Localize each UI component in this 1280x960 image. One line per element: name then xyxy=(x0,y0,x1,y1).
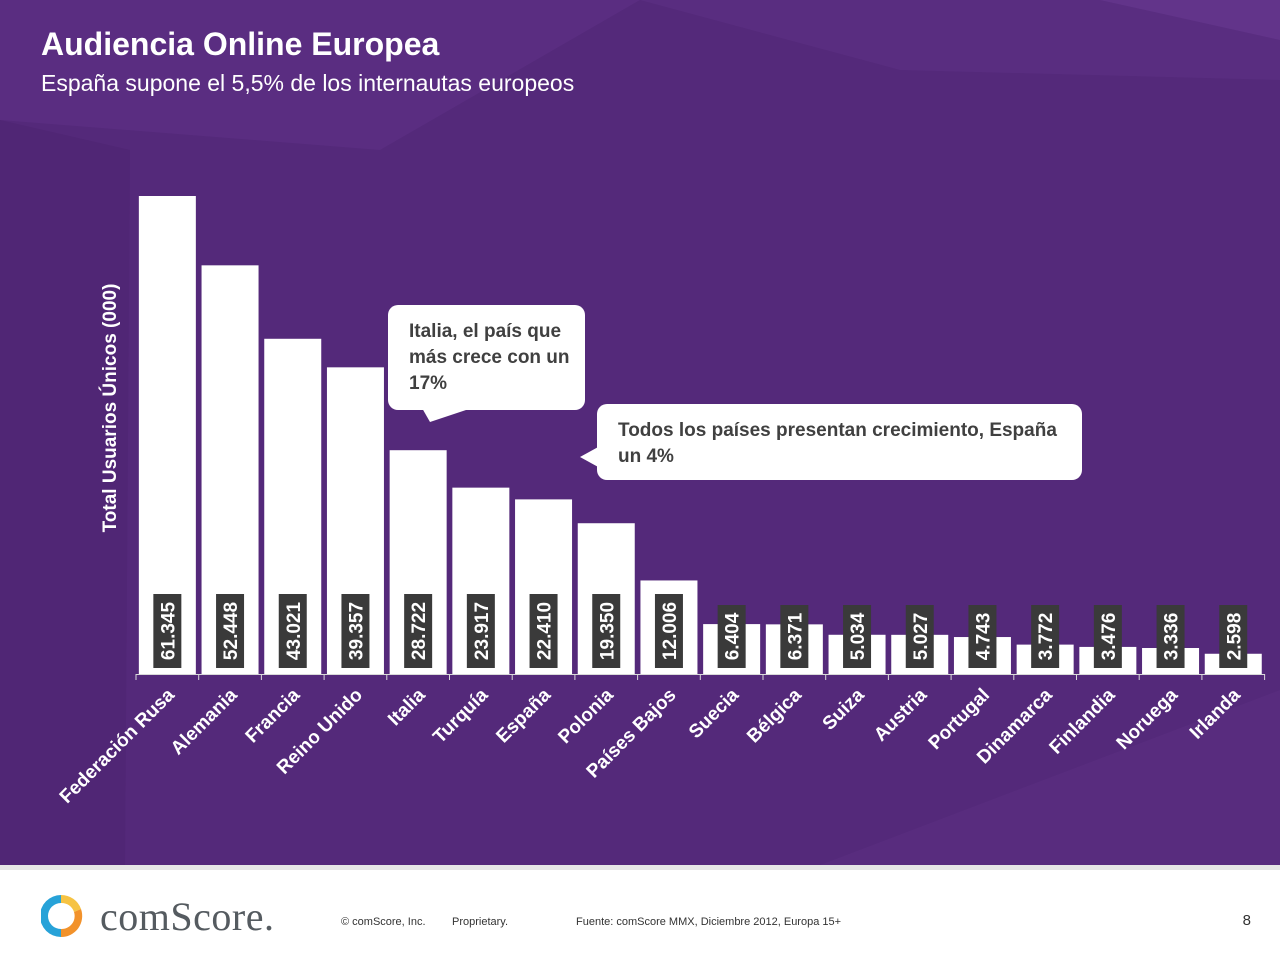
value-label-box xyxy=(780,605,809,668)
value-label-box xyxy=(466,594,495,668)
value-label: 2.598 xyxy=(1224,613,1245,661)
bar-chart: 61.345 52.448 43.021 39.357 28.722 23.917 22.4… xyxy=(56,196,1266,808)
value-label: 23.917 xyxy=(472,602,493,660)
callout-tails xyxy=(422,408,600,468)
comscore-logo-icon xyxy=(41,894,83,938)
value-label-box xyxy=(153,594,182,668)
value-label-box xyxy=(278,594,307,668)
value-label-box xyxy=(529,594,558,668)
value-label-box xyxy=(968,605,997,668)
value-label: 3.476 xyxy=(1099,613,1120,661)
value-label-box xyxy=(341,594,370,668)
background-shapes xyxy=(1100,0,1280,40)
value-label: 28.722 xyxy=(409,602,430,660)
value-label-box xyxy=(1156,605,1185,668)
brand-name: comScore. xyxy=(100,894,275,939)
value-label: 43.021 xyxy=(284,602,305,661)
value-label: 4.743 xyxy=(973,613,994,661)
value-label: 5.027 xyxy=(911,613,932,661)
value-label-box xyxy=(1219,605,1248,668)
value-label: 52.448 xyxy=(221,602,242,660)
value-label: 19.350 xyxy=(597,602,618,660)
value-label: 3.772 xyxy=(1036,613,1057,661)
x-axis-ticks xyxy=(135,674,1266,680)
value-label-box xyxy=(404,594,433,668)
slide-title: Audiencia Online Europea xyxy=(41,26,440,62)
value-label: 39.357 xyxy=(346,602,367,660)
value-label-box xyxy=(654,594,683,668)
value-label-box xyxy=(216,594,245,668)
slide-canvas: Audiencia Online Europea España supone e… xyxy=(0,0,1280,865)
value-label: 22.410 xyxy=(535,602,556,660)
value-label: 61.345 xyxy=(158,602,179,661)
slide-subtitle: España supone el 5,5% de los internautas… xyxy=(41,70,575,96)
value-label-box xyxy=(717,605,746,668)
value-label: 6.371 xyxy=(785,612,806,660)
source-text: Fuente: comScore MMX, Diciembre 2012, Eu… xyxy=(576,916,842,928)
value-label: 3.336 xyxy=(1162,613,1183,661)
value-label: 6.404 xyxy=(723,612,744,660)
callout-crecimiento-text: Todos los países presentan crecimiento, … xyxy=(618,420,1057,467)
value-label: 12.006 xyxy=(660,602,681,660)
copyright-text: © comScore, Inc. xyxy=(341,916,426,928)
y-axis-label: Total Usuarios Únicos (000) xyxy=(99,284,121,533)
callout-crecimiento: Todos los países presentan crecimiento, … xyxy=(597,404,1082,480)
callout-italia: Italia, el país que más crece con un 17% xyxy=(388,305,585,410)
value-label-box xyxy=(1093,605,1122,668)
value-labels-group: 61.345 52.448 43.021 39.357 28.722 23.917 22.4… xyxy=(153,594,1248,668)
value-label-box xyxy=(1031,605,1060,668)
callout-italia-text: Italia, el país que más crece con un 17% xyxy=(409,321,570,394)
value-label: 5.034 xyxy=(848,612,869,660)
value-label-box xyxy=(905,605,934,668)
value-label-box xyxy=(843,605,872,668)
page-number: 8 xyxy=(1242,912,1251,929)
footer-divider xyxy=(0,865,1280,870)
value-label-box xyxy=(592,594,621,668)
proprietary-text: Proprietary. xyxy=(452,916,509,928)
